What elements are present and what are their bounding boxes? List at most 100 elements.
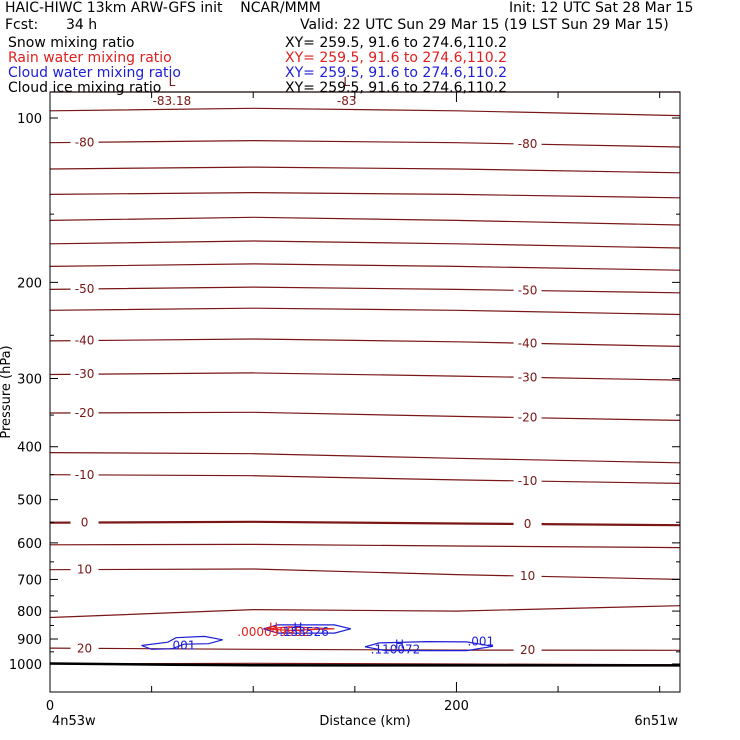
contour-annotation: L <box>169 75 176 89</box>
isotherm-label-bg <box>70 367 99 381</box>
isotherm-line <box>49 520 681 527</box>
isotherm-label-bg <box>513 283 542 297</box>
contour-annotation: .001 <box>169 639 196 653</box>
contour-annotation: -83 <box>337 94 357 108</box>
isotherm-label: -30 <box>518 370 538 384</box>
isotherm-label: 0 <box>81 516 89 530</box>
isotherm-line <box>49 452 681 464</box>
contour-annotation: L <box>343 75 350 89</box>
contour-annotation: H <box>293 620 302 634</box>
isotherm-label-bg <box>70 405 99 419</box>
isotherm-label: -50 <box>75 282 95 296</box>
isotherm-label: 20 <box>77 641 92 655</box>
isotherm-line <box>49 568 681 580</box>
y-tick-label: 300 <box>17 373 42 388</box>
isotherm-line <box>49 191 681 199</box>
isotherm-line <box>49 286 681 294</box>
contour-annotation: H <box>269 620 278 634</box>
cloud-water-contour <box>141 635 223 650</box>
contour-annotation: .110072 <box>371 643 421 657</box>
valid-time: Valid: 22 UTC Sun 29 Mar 15 (19 LST Sun … <box>300 17 669 33</box>
isotherm-line <box>49 543 681 549</box>
isotherm-label: -20 <box>518 411 538 425</box>
y-axis-title: Pressure (hPa) <box>0 345 14 438</box>
y-tick-label: 100 <box>17 112 42 127</box>
cloud-water-contour <box>364 640 494 652</box>
y-tick-label: 500 <box>17 494 42 509</box>
y-tick-label: 1000 <box>9 658 42 673</box>
isotherm-label: -50 <box>518 283 538 297</box>
isotherm-label-bg <box>513 370 542 384</box>
isotherm-label-bg <box>70 467 99 481</box>
isotherm-line <box>49 372 681 381</box>
isotherm-line <box>49 107 681 117</box>
isotherm-line <box>49 139 681 148</box>
isotherm-label: -40 <box>75 334 95 348</box>
isotherm-line <box>49 307 681 316</box>
y-tick-label: 900 <box>17 633 42 648</box>
field-name-snow: Snow mixing ratio <box>8 35 135 51</box>
field-name-rain: Rain water mixing ratio <box>8 50 172 66</box>
isotherm-label: -40 <box>518 336 538 350</box>
isotherm-line <box>49 647 681 651</box>
isotherm-label-bg <box>513 517 542 531</box>
contour-annotation: .001 <box>467 635 494 649</box>
field-xy-cloud-water: XY= 259.5, 91.6 to 274.6,110.2 <box>285 65 508 81</box>
plot-title: HAIC-HIWC 13km ARW-GFS init NCAR/MMM <box>5 0 321 16</box>
terrain-line <box>49 662 680 667</box>
isotherm-label: -80 <box>518 137 538 151</box>
isotherm-label-bg <box>70 515 99 529</box>
contour-annotation: .153526 <box>279 625 329 639</box>
field-xy-snow: XY= 259.5, 91.6 to 274.6,110.2 <box>285 35 508 51</box>
y-tick-label: 200 <box>17 276 42 291</box>
cloud-water-contour <box>263 624 351 634</box>
init-time: Init: 12 UTC Sat 28 Mar 15 <box>509 0 694 16</box>
isotherm-label-bg <box>513 137 542 151</box>
x-tick-label: 200 <box>444 699 469 714</box>
x-tick-label: 0 <box>46 699 54 714</box>
isotherm-label-bg <box>70 281 99 295</box>
isotherm-label: 10 <box>77 563 92 577</box>
forecast-label: Fcst: <box>5 17 39 33</box>
isotherm-label-bg <box>513 474 542 488</box>
y-tick-label: 600 <box>17 537 42 552</box>
isotherm-label: -80 <box>75 135 95 149</box>
isotherm-label: 10 <box>520 569 535 583</box>
isotherm-label: -10 <box>518 474 538 488</box>
isotherm-line <box>49 338 681 347</box>
y-tick-label: 800 <box>17 605 42 620</box>
isotherm-line <box>49 263 681 271</box>
isotherm-label: 20 <box>520 643 535 657</box>
isotherm-label: -30 <box>75 367 95 381</box>
y-tick-label: 400 <box>17 441 42 456</box>
contour-annotation: H <box>395 638 404 652</box>
isotherm-label-bg <box>70 333 99 347</box>
forecast-hours: 34 h <box>66 17 98 33</box>
isotherm-line <box>49 166 681 174</box>
isotherm-label-bg <box>513 643 542 657</box>
field-name-cloud-water: Cloud water mixing ratio <box>8 65 181 81</box>
isotherm-label-bg <box>513 336 542 350</box>
plot-frame <box>49 91 681 693</box>
x-axis-title: Distance (km) <box>319 714 410 729</box>
isotherm-line <box>49 474 681 484</box>
isotherm-label-bg <box>70 562 99 576</box>
field-xy-rain: XY= 259.5, 91.6 to 274.6,110.2 <box>285 50 508 66</box>
isotherm-label-bg <box>70 641 99 655</box>
contour-annotation: .000099952 <box>237 625 310 639</box>
isotherm-label-bg <box>513 569 542 583</box>
plot-area: -80 -80 -50 -50 -40 -40 -30 -30 -20 -20 -10 -10 0 0 10… <box>49 75 681 667</box>
isotherm-label-bg <box>513 410 542 424</box>
isotherm-label: 0 <box>524 517 532 531</box>
right-endpoint-label: 6n51w <box>634 714 678 729</box>
contour-annotation: -83.18 <box>153 94 192 108</box>
isotherm-line <box>49 216 681 226</box>
isotherm-label: -10 <box>75 468 95 482</box>
isotherm-line <box>49 605 681 619</box>
isotherm-line <box>49 411 681 421</box>
isotherm-line <box>49 240 681 249</box>
y-tick-label: 700 <box>17 573 42 588</box>
isotherm-label-bg <box>70 135 99 149</box>
